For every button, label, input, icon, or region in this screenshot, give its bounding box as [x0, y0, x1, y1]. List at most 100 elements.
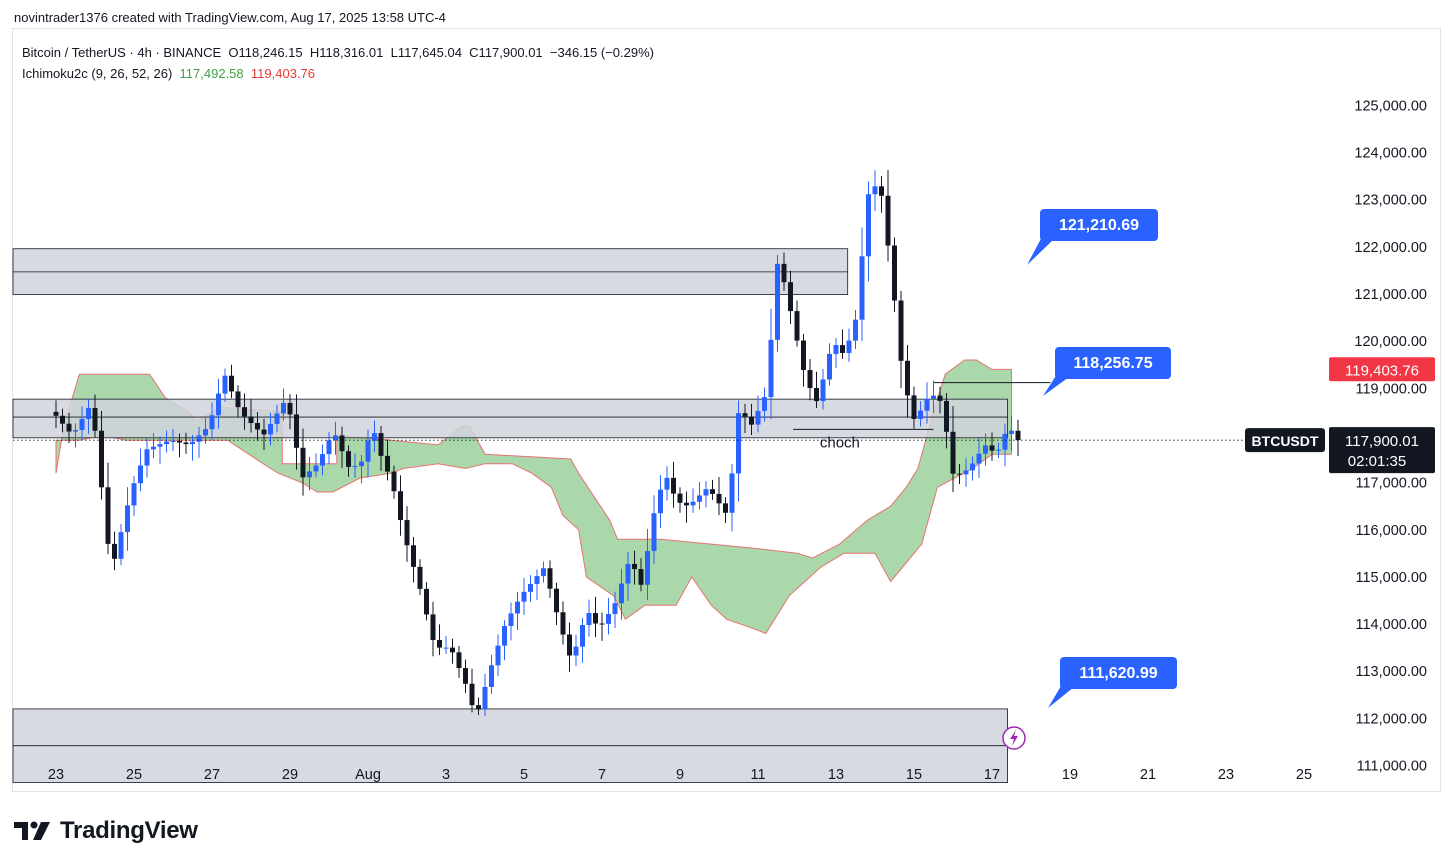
x-tick-label: 15: [906, 767, 922, 783]
ohlc-open: O118,246.15: [228, 45, 303, 60]
callout-label: 111,620.99: [1079, 665, 1157, 682]
y-tick-label: 115,000.00: [1356, 570, 1428, 586]
candle-down: [456, 652, 462, 669]
candle-up: [138, 465, 143, 484]
y-tick-label: 123,000.00: [1354, 193, 1427, 209]
candle-up: [1002, 433, 1008, 450]
candle-down: [560, 612, 566, 635]
candle-up: [125, 505, 130, 533]
candle-down: [599, 623, 605, 625]
candle-up: [645, 550, 650, 585]
candle-up: [359, 461, 364, 467]
x-tick-label: 29: [282, 767, 298, 783]
candle-up: [853, 319, 858, 341]
candle-down: [105, 487, 111, 544]
candle-up: [365, 440, 371, 462]
candle-down: [92, 407, 98, 431]
candle-down: [723, 503, 728, 513]
candle-up: [326, 440, 332, 455]
candle-up: [482, 686, 488, 710]
candle-up: [1009, 430, 1014, 434]
candle-down: [287, 402, 293, 415]
candle-up: [846, 340, 852, 353]
symbol-name[interactable]: Bitcoin / TetherUS · 4h · BINANCE: [22, 45, 222, 60]
candle-up: [190, 441, 195, 445]
candle-down: [677, 493, 683, 503]
symbol-legend: Bitcoin / TetherUS · 4h · BINANCE O118,2…: [22, 45, 654, 60]
y-tick-label: 117,000.00: [1356, 476, 1428, 492]
candle-down: [53, 411, 59, 416]
candle-up: [521, 591, 527, 602]
candle-up: [651, 513, 657, 551]
candle-up: [625, 563, 631, 584]
candle-up: [131, 483, 137, 506]
candle-up: [963, 470, 969, 475]
candle-down: [950, 431, 956, 474]
candle-up: [866, 194, 871, 257]
candle-down: [567, 634, 572, 656]
candle-down: [378, 433, 384, 456]
tradingview-logo-icon: [14, 821, 50, 840]
candle-up: [209, 415, 215, 430]
x-tick-label: Aug: [355, 767, 381, 783]
candle-up: [333, 435, 338, 441]
candle-up: [586, 613, 592, 626]
x-tick-label: 23: [1218, 767, 1234, 783]
candle-up: [658, 489, 663, 514]
candle-down: [255, 423, 260, 430]
candle-down: [684, 502, 689, 506]
callout-label: 118,256.75: [1073, 355, 1152, 372]
candle-up: [762, 397, 767, 411]
candle-up: [151, 446, 156, 450]
candle-down: [710, 489, 715, 494]
candle-up: [755, 410, 761, 425]
candle-up: [73, 429, 78, 432]
candle-up: [203, 429, 208, 436]
candle-up: [606, 614, 611, 624]
candle-down: [879, 186, 884, 196]
candle-down: [742, 413, 748, 417]
candle-down: [937, 395, 943, 401]
indicator-name[interactable]: Ichimoku2c (9, 26, 52, 26): [22, 66, 173, 81]
candle-down: [801, 340, 806, 371]
candle-down: [547, 568, 553, 589]
candle-down: [229, 375, 234, 392]
candle-up: [281, 402, 286, 414]
candle-down: [112, 543, 117, 559]
choch-label: choch: [820, 434, 860, 451]
candle-up: [833, 345, 839, 354]
candle-up: [274, 413, 280, 424]
candle-down: [66, 423, 72, 432]
candle-down: [671, 477, 676, 494]
y-tick-label: 121,000.00: [1354, 287, 1427, 303]
y-tick-label: 114,000.00: [1356, 617, 1428, 633]
candle-up: [268, 423, 273, 435]
x-tick-label: 25: [1296, 767, 1312, 783]
candle-up: [827, 353, 832, 380]
candle-down: [235, 391, 241, 408]
candle-down: [294, 414, 299, 448]
candle-down: [989, 445, 995, 451]
callout-box: [1055, 347, 1171, 379]
candle-up: [534, 576, 540, 584]
candle-up: [515, 601, 520, 614]
candle-down: [807, 370, 813, 389]
candle-down: [898, 300, 904, 361]
candle-up: [697, 495, 702, 502]
candle-down: [716, 493, 722, 504]
indicator-legend: Ichimoku2c (9, 26, 52, 26) 117,492.58 11…: [22, 66, 315, 81]
candle-up: [307, 471, 312, 478]
candle-up: [79, 418, 85, 430]
candle-up: [664, 477, 670, 490]
last-price-label: 117,900.01: [1345, 433, 1419, 450]
x-tick-label: 23: [48, 767, 64, 783]
callout-label: 121,210.69: [1059, 217, 1139, 234]
candle-down: [781, 263, 787, 283]
candle-down: [417, 566, 423, 589]
y-tick-label: 112,000.00: [1356, 711, 1428, 727]
candle-up: [619, 583, 624, 604]
candle-down: [183, 442, 189, 445]
candle-up: [170, 440, 176, 442]
x-tick-label: 17: [984, 767, 1000, 783]
